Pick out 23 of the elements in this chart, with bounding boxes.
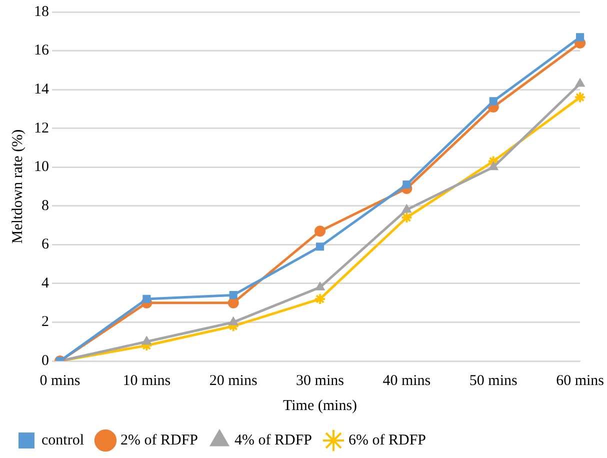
y-tick-label: 14 xyxy=(34,81,50,98)
x-tick-label: 0 mins xyxy=(40,372,80,389)
x-tick-label: 60 mins xyxy=(556,372,604,389)
x-tick-label: 10 mins xyxy=(122,372,171,389)
y-tick-label: 0 xyxy=(42,352,49,369)
y-axis-title: Meltdown rate (%) xyxy=(10,129,26,244)
x-tick-label: 40 mins xyxy=(382,372,431,389)
legend-label: 4% of RDFP xyxy=(234,432,312,448)
y-tick-label: 4 xyxy=(42,275,50,292)
x-axis-title: Time (mins) xyxy=(282,398,358,414)
y-tick-label: 18 xyxy=(34,4,49,20)
y-tick-label: 12 xyxy=(34,120,49,136)
x-tick-label: 20 mins xyxy=(209,372,258,389)
legend-label: 6% of RDFP xyxy=(348,432,426,448)
y-tick-label: 10 xyxy=(34,159,49,176)
legend-label: control xyxy=(42,432,84,448)
x-tick-label: 30 mins xyxy=(296,372,344,389)
legend-label: 2% of RDFP xyxy=(120,432,198,448)
y-tick-label: 6 xyxy=(42,236,50,253)
y-tick-label: 16 xyxy=(34,42,50,59)
y-tick-label: 8 xyxy=(42,198,49,214)
x-tick-label: 50 mins xyxy=(469,372,518,389)
y-tick-label: 2 xyxy=(42,314,49,330)
